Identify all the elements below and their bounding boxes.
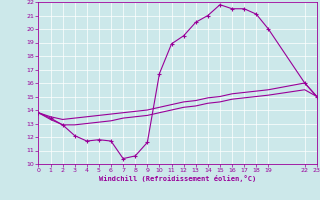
X-axis label: Windchill (Refroidissement éolien,°C): Windchill (Refroidissement éolien,°C) [99, 175, 256, 182]
